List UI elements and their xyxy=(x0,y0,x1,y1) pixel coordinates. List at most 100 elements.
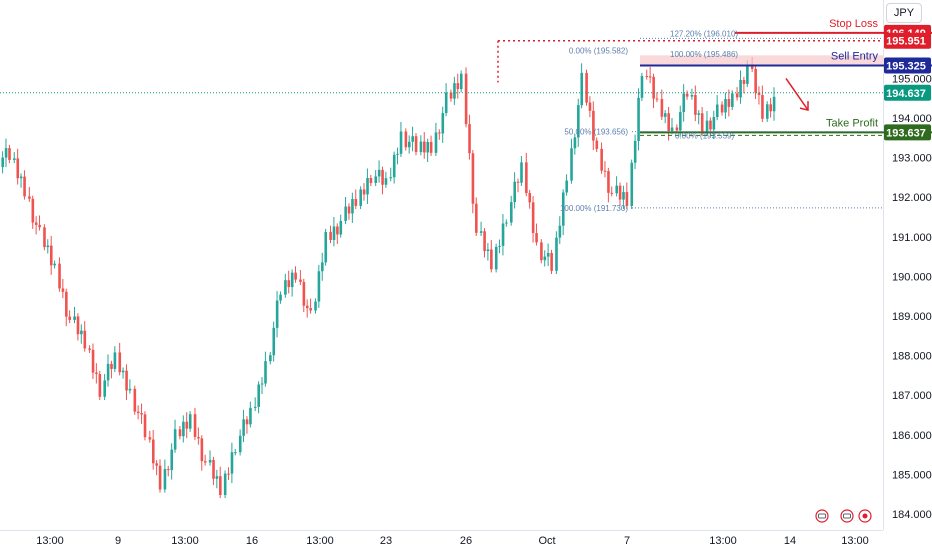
candle xyxy=(389,177,393,179)
current-price-tag[interactable] xyxy=(884,84,931,101)
candle xyxy=(269,355,272,362)
candle xyxy=(543,256,547,261)
candle xyxy=(464,73,468,125)
candle xyxy=(637,97,640,141)
candle xyxy=(479,231,483,233)
candle xyxy=(332,226,336,240)
candle xyxy=(125,370,128,391)
currency-label[interactable]: JPY xyxy=(886,3,922,23)
compare-icon[interactable] xyxy=(840,509,854,523)
candle xyxy=(178,429,182,437)
candle xyxy=(58,263,61,289)
candle xyxy=(290,272,294,288)
candle xyxy=(113,352,117,369)
candle xyxy=(453,83,456,99)
candle xyxy=(570,148,573,181)
candle xyxy=(128,388,132,391)
candle xyxy=(645,76,649,78)
candle xyxy=(279,294,282,301)
time-tick-label: 13:00 xyxy=(709,535,737,547)
fib-label-100-right: 100.00% (195.486) xyxy=(670,50,738,59)
candle xyxy=(324,232,328,263)
candle xyxy=(38,224,41,228)
candle xyxy=(705,120,709,134)
candle xyxy=(31,198,35,223)
candle xyxy=(513,181,516,203)
candle xyxy=(607,171,610,193)
time-tick-label: 14 xyxy=(784,535,796,547)
candle xyxy=(83,330,87,349)
candle xyxy=(679,112,682,131)
candle xyxy=(761,95,764,119)
candle xyxy=(555,237,558,271)
candle xyxy=(193,414,197,437)
candle xyxy=(294,272,297,280)
candle xyxy=(61,288,65,292)
candle xyxy=(712,117,716,130)
record-icon[interactable] xyxy=(858,509,872,523)
candle xyxy=(314,301,317,311)
candle xyxy=(700,113,704,134)
candle xyxy=(724,98,727,113)
candle xyxy=(573,137,577,149)
candle xyxy=(254,406,257,408)
time-tick-label: 16 xyxy=(246,535,258,547)
candle xyxy=(772,96,776,112)
candle xyxy=(366,177,369,195)
take-profit-label: Take Profit xyxy=(826,117,878,129)
candle xyxy=(505,222,508,224)
candle xyxy=(212,459,215,479)
down-arrow xyxy=(785,77,809,111)
stop-loss-tag[interactable] xyxy=(884,32,931,49)
price-tick-label: 188.000 xyxy=(892,351,932,363)
take-profit-tag[interactable] xyxy=(884,124,931,141)
settings-icon[interactable] xyxy=(815,509,829,523)
candle xyxy=(715,104,719,118)
candle xyxy=(151,439,155,464)
candle xyxy=(407,141,411,148)
candle xyxy=(580,72,584,106)
candle xyxy=(264,361,267,384)
candle xyxy=(354,198,358,206)
candle xyxy=(459,73,463,90)
candle xyxy=(118,352,122,373)
candle xyxy=(227,473,230,475)
candle xyxy=(4,148,8,158)
candle xyxy=(682,93,686,113)
candle xyxy=(197,436,200,439)
candle xyxy=(603,170,607,172)
candle xyxy=(98,374,102,397)
candle xyxy=(287,280,291,288)
candle xyxy=(1,157,4,168)
candle xyxy=(588,102,592,111)
candle xyxy=(655,98,659,100)
candle xyxy=(735,93,739,98)
candle xyxy=(592,110,595,141)
candle xyxy=(53,263,56,266)
candle xyxy=(272,327,276,356)
candle xyxy=(622,192,625,200)
stop-loss-label: Stop Loss xyxy=(829,18,878,30)
candle xyxy=(531,202,535,234)
candle xyxy=(23,176,26,197)
candle xyxy=(203,461,207,463)
candle xyxy=(640,76,644,98)
candle xyxy=(140,413,143,415)
candle xyxy=(510,202,513,223)
time-tick-label: 13:00 xyxy=(841,535,869,547)
candle xyxy=(441,113,445,134)
entry-tag[interactable] xyxy=(884,57,931,74)
candle xyxy=(600,148,603,171)
candle xyxy=(200,438,204,462)
candle xyxy=(238,435,242,453)
candle xyxy=(381,169,384,185)
candle xyxy=(43,227,46,248)
candle xyxy=(742,79,746,84)
fib-label-50: 50.00% (193.656) xyxy=(564,128,628,137)
price-tick-label: 194.000 xyxy=(892,113,932,125)
candle xyxy=(305,305,309,309)
candle xyxy=(468,124,471,154)
candle xyxy=(384,178,388,185)
